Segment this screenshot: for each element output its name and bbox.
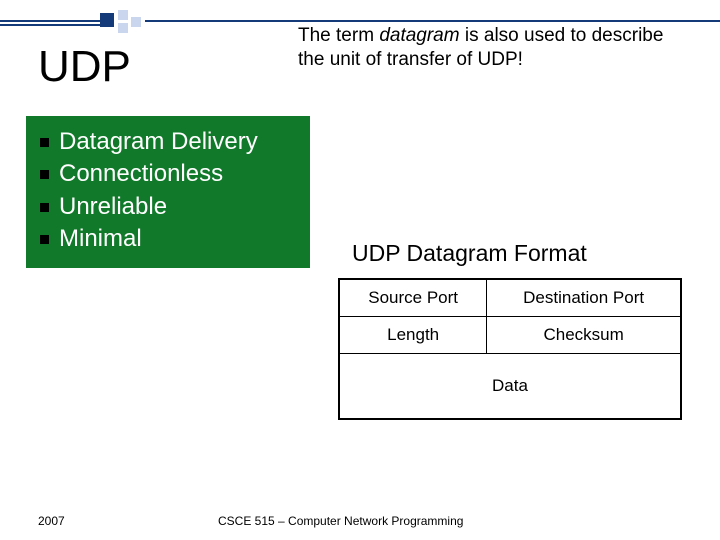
bullet-square-icon (40, 235, 49, 244)
table-row: Data (339, 354, 681, 420)
datagram-table: Source Port Destination Port Length Chec… (338, 278, 682, 420)
bullet-square-icon (40, 203, 49, 212)
bullet-list: Datagram Delivery Connectionless Unrelia… (26, 116, 310, 268)
list-item: Connectionless (40, 158, 296, 190)
bullet-label: Connectionless (59, 158, 223, 190)
datagram-note: The term datagram is also used to descri… (298, 24, 688, 72)
list-item: Datagram Delivery (40, 126, 296, 158)
cell-source-port: Source Port (339, 279, 487, 317)
note-italic: datagram (379, 25, 459, 46)
table-row: Source Port Destination Port (339, 279, 681, 317)
cell-checksum: Checksum (487, 317, 681, 354)
slide: UDP The term datagram is also used to de… (0, 0, 720, 540)
format-title: UDP Datagram Format (352, 240, 587, 267)
cell-data: Data (339, 354, 681, 420)
slide-title: UDP (38, 42, 131, 92)
cell-dest-port: Destination Port (487, 279, 681, 317)
bullet-square-icon (40, 170, 49, 179)
footer-year: 2007 (38, 514, 65, 528)
note-prefix: The term (298, 25, 379, 46)
cell-length: Length (339, 317, 487, 354)
bullet-label: Datagram Delivery (59, 126, 258, 158)
table-row: Length Checksum (339, 317, 681, 354)
bullet-label: Unreliable (59, 191, 167, 223)
list-item: Unreliable (40, 191, 296, 223)
footer-course: CSCE 515 – Computer Network Programming (218, 514, 463, 528)
list-item: Minimal (40, 223, 296, 255)
bullet-label: Minimal (59, 223, 142, 255)
bullet-square-icon (40, 138, 49, 147)
